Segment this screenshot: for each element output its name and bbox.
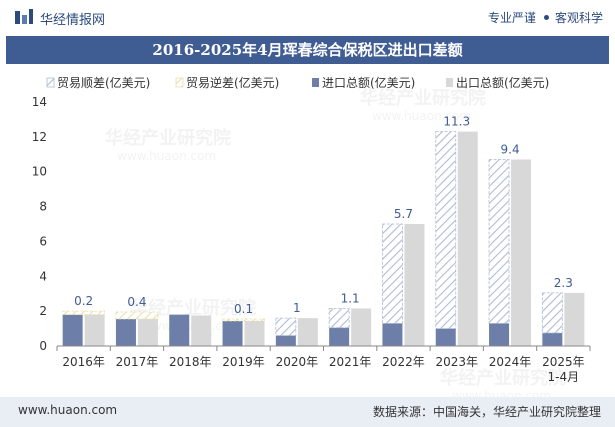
y-tick-label: 2 (39, 304, 47, 318)
legend-swatch-0 (46, 77, 55, 88)
top-bar: 华经情报网 专业严谨 客观科学 (0, 0, 615, 34)
brand-name: 华经情报网 (40, 13, 106, 28)
export-bar (404, 224, 425, 346)
x-tick-label: 2023年 (435, 355, 478, 369)
legend-label-3: 出口总额(亿美元) (456, 75, 549, 90)
data-label: 1.1 (341, 292, 360, 306)
trade-deficit-bar (488, 159, 510, 324)
trade-surplus-bar (62, 310, 106, 316)
export-bar (244, 318, 265, 346)
watermark-url: www.huaon.com (117, 149, 216, 163)
y-tick-label: 12 (32, 130, 47, 144)
y-tick-label: 0 (39, 339, 47, 353)
watermark-text: 华经产业研究院 (105, 127, 231, 149)
x-tick-label: 2019年 (222, 355, 265, 369)
y-tick-label: 8 (39, 200, 47, 214)
legend: 贸易顺差(亿美元) 贸易逆差(亿美元) 进口总额(亿美元) 出口总额(亿美元) (46, 75, 549, 90)
data-label: 2.3 (554, 276, 573, 290)
slogan-dot-icon (543, 15, 549, 20)
data-label: 0.1 (234, 302, 253, 316)
logo-icon (15, 9, 33, 24)
import-bar (275, 335, 296, 346)
import-bar (489, 323, 510, 346)
data-label: 9.4 (501, 143, 520, 157)
export-bar (84, 311, 105, 346)
export-bar (191, 315, 212, 346)
y-tick-label: 14 (32, 95, 47, 109)
import-bar (169, 314, 190, 346)
legend-swatch-2 (312, 78, 319, 87)
bars: 0.2 0.4 0.1 1 1.1 5.7 11.3 9.4 2.3 (62, 115, 585, 346)
x-tick-label: 2018年 (169, 355, 212, 369)
x-tick-label: 1-4月 (548, 370, 580, 384)
data-label: 0.2 (74, 294, 93, 308)
watermark-text: 华经产业研究院 (360, 87, 486, 109)
watermark-url: www.huaon.com (372, 109, 471, 123)
x-tick-label: 2017年 (116, 355, 159, 369)
data-label: 0.4 (127, 295, 146, 309)
watermark-text: 华经产业研究院 (440, 367, 566, 389)
chart: 华经产业研究院www.huaon.com华经产业研究院www.huaon.com… (32, 75, 591, 397)
x-axis: 2016年 2017年 2018年 2019年 2020年 2021年 2022年 2023年… (56, 345, 591, 384)
export-bar (564, 292, 585, 346)
footer-site: www.huaon.com (18, 403, 118, 417)
trade-deficit-bar (328, 308, 350, 329)
export-bar (297, 318, 318, 346)
legend-label-2: 进口总额(亿美元) (322, 75, 415, 90)
y-axis: 0 2 4 6 8 10 12 14 (32, 95, 47, 353)
slogan-left: 专业严谨 (487, 11, 536, 25)
chart-title: 2016-2025年4月珲春综合保税区进出口差额 (6, 36, 609, 64)
watermark-url: www.huaon.com (452, 389, 551, 397)
trade-deficit-bar (382, 223, 403, 324)
export-bar (511, 159, 532, 346)
legend-label-1: 贸易逆差(亿美元) (186, 75, 279, 90)
export-bar (351, 308, 372, 346)
x-tick-label: 2020年 (276, 355, 319, 369)
y-tick-label: 10 (32, 165, 47, 179)
export-bar (137, 312, 158, 346)
x-tick-label: 2024年 (489, 355, 532, 369)
y-tick-label: 6 (39, 234, 47, 248)
legend-label-0: 贸易顺差(亿美元) (57, 75, 150, 90)
data-label: 11.3 (443, 115, 470, 129)
footer-source: 数据来源：中国海关，华经产业研究院整理 (372, 405, 601, 419)
trade-deficit-bar (275, 317, 297, 336)
trade-surplus-bar (222, 318, 265, 322)
import-bar (329, 327, 350, 346)
import-bar (115, 318, 136, 346)
import-bar (62, 314, 83, 346)
data-label: 5.7 (394, 207, 413, 221)
data-label: 1 (293, 301, 301, 315)
watermark-text: 华经产业研究院 (130, 297, 256, 319)
import-bar (222, 320, 243, 346)
footer: www.huaon.com 数据来源：中国海关，华经产业研究院整理 (0, 397, 615, 427)
watermarks: 华经产业研究院www.huaon.com华经产业研究院www.huaon.com… (105, 87, 566, 397)
x-tick-label: 2021年 (329, 355, 372, 369)
x-tick-label: 2016年 (62, 355, 105, 369)
slogan-right: 客观科学 (554, 11, 603, 25)
trade-deficit-bar (541, 292, 563, 334)
y-tick-label: 4 (39, 269, 47, 283)
x-tick-label: 2022年 (382, 355, 425, 369)
import-bar (435, 328, 456, 346)
import-bar (542, 332, 563, 346)
export-bar (457, 131, 478, 346)
legend-swatch-1 (175, 77, 184, 88)
legend-swatch-3 (446, 78, 453, 87)
import-bar (382, 323, 403, 346)
trade-surplus-bar (115, 311, 159, 320)
trade-deficit-bar (435, 131, 457, 329)
x-tick-label: 2025年 (542, 355, 585, 369)
slogan: 专业严谨 客观科学 (488, 9, 603, 26)
